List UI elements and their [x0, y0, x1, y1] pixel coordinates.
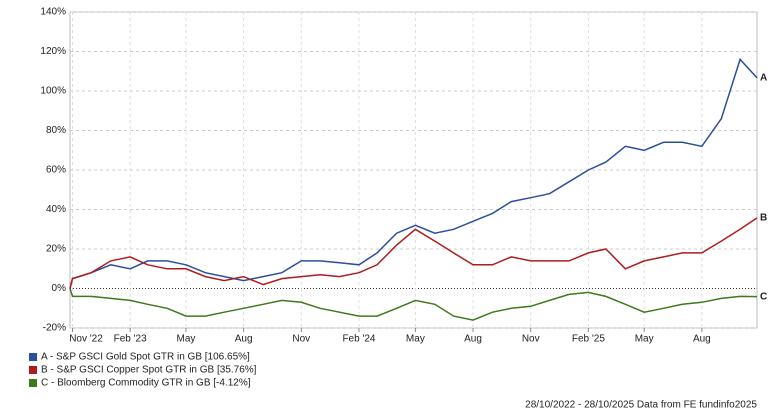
- x-tick-label: Aug: [693, 334, 711, 345]
- series-line: [69, 288, 758, 321]
- y-tick-label: 120%: [40, 46, 66, 57]
- legend-label: C - Bloomberg Commodity GTR in GB [-4.12…: [41, 378, 251, 389]
- end-label: C: [760, 291, 767, 302]
- legend-swatch: [29, 366, 37, 374]
- x-tick-label: May: [406, 334, 425, 345]
- y-tick-label: 40%: [46, 204, 66, 215]
- x-tick-label: Nov '22: [69, 334, 103, 345]
- x-tick-label: Feb '23: [114, 334, 147, 345]
- series-line: [69, 217, 758, 289]
- legend-swatch: [29, 379, 37, 387]
- legend-label: A - S&P GSCI Gold Spot GTR in GB [106.65…: [41, 352, 250, 363]
- y-tick-label: 60%: [46, 165, 66, 176]
- x-tick-label: Aug: [235, 334, 253, 345]
- y-tick-label: 80%: [46, 125, 66, 136]
- x-tick-label: Feb '25: [572, 334, 605, 345]
- y-tick-label: 0%: [52, 283, 67, 294]
- x-tick-label: Aug: [464, 334, 482, 345]
- legend-label: B - S&P GSCI Copper Spot GTR in GB [35.7…: [41, 365, 257, 376]
- legend-swatch: [29, 353, 37, 361]
- footer: 28/10/2022 - 28/10/2025 Data from FE fun…: [525, 400, 757, 411]
- x-tick-label: Nov: [522, 334, 540, 345]
- y-tick-label: -20%: [43, 323, 66, 334]
- series-line: [69, 57, 758, 289]
- y-tick-label: 140%: [40, 7, 66, 18]
- x-tick-label: Feb '24: [342, 334, 375, 345]
- x-tick-label: Nov: [292, 334, 310, 345]
- end-label: B: [760, 213, 767, 224]
- y-tick-label: 100%: [40, 86, 66, 97]
- y-tick-label: 20%: [46, 244, 66, 255]
- x-tick-label: May: [635, 334, 654, 345]
- end-label: A: [760, 73, 767, 84]
- x-tick-label: May: [177, 334, 196, 345]
